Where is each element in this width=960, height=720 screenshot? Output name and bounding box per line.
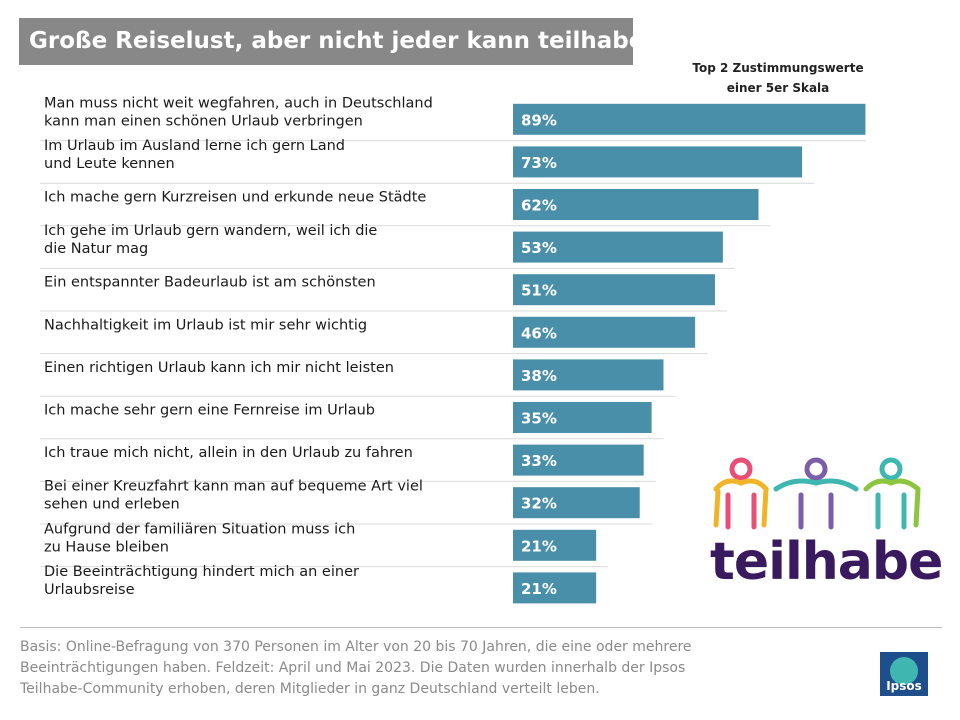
bar [513, 231, 723, 263]
category-label: Man muss nicht weit wegfahren, auch in D… [44, 95, 433, 129]
category-label: Ich mache sehr gern eine Fernreise im Ur… [44, 403, 375, 419]
bar-value-label: 35% [521, 410, 557, 428]
category-label: Ich gehe im Urlaub gern wandern, weil ic… [44, 223, 377, 257]
bar-value-label: 51% [521, 282, 557, 300]
bar [513, 103, 866, 135]
bar [513, 359, 664, 391]
category-label: Nachhaltigkeit im Urlaub ist mir sehr wi… [44, 317, 367, 333]
footer-line-2: Beeinträchtigungen haben. Feldzeit: Apri… [20, 660, 686, 676]
logo-text: teilhabe [710, 532, 943, 592]
footer-note: Basis: Online-Befragung von 370 Personen… [20, 637, 840, 700]
bar-value-label: 53% [521, 239, 557, 257]
chart-title: Große Reiselust, aber nicht jeder kann t… [19, 18, 633, 65]
scale-note: Top 2 Zustimmungswerte einer 5er Skala [678, 58, 878, 98]
bar [513, 274, 715, 306]
scale-note-line-1: Top 2 Zustimmungswerte [692, 61, 864, 75]
bar-value-label: 38% [521, 367, 557, 385]
bar [513, 189, 759, 220]
ipsos-logo-text: Ipsos [886, 679, 922, 693]
category-label: Ich traue mich nicht, allein in den Urla… [44, 445, 413, 461]
bar [513, 487, 640, 519]
category-label: Einen richtigen Urlaub kann ich mir nich… [44, 360, 394, 376]
bar [513, 402, 652, 433]
category-label: Im Urlaub im Ausland lerne ich gern Land… [44, 138, 345, 172]
category-label: Ein entspannter Badeurlaub ist am schöns… [44, 275, 376, 291]
bar-value-label: 33% [521, 452, 557, 470]
footer-line-1: Basis: Online-Befragung von 370 Personen… [20, 639, 692, 655]
ipsos-logo: Ipsos [880, 652, 928, 696]
category-label: Bei einer Kreuzfahrt kann man auf bequem… [44, 479, 423, 513]
bar-value-label: 21% [521, 537, 557, 555]
bar [513, 444, 644, 476]
bar-value-label: 21% [521, 580, 557, 598]
category-label: Ich mache gern Kurzreisen und erkunde ne… [44, 190, 426, 206]
footer-divider [20, 627, 942, 628]
bar [513, 146, 803, 178]
bar-value-label: 46% [521, 324, 557, 342]
bar-value-label: 89% [521, 111, 557, 129]
bar [513, 316, 696, 348]
scale-note-line-2: einer 5er Skala [726, 81, 830, 95]
category-label: Die Beeinträchtigung hindert mich an ein… [44, 564, 359, 598]
category-label: Aufgrund der familiären Situation muss i… [44, 521, 355, 555]
bar-chart: Man muss nicht weit wegfahren, auch in D… [40, 95, 866, 604]
bar-value-label: 32% [521, 495, 557, 513]
bar-value-label: 73% [521, 154, 557, 172]
bar [513, 572, 597, 604]
bar-value-label: 62% [521, 197, 557, 215]
footer-line-3: Teilhabe-Community erhoben, deren Mitgli… [20, 681, 600, 697]
teilhabe-logo-icon [713, 457, 921, 530]
bar [513, 529, 597, 561]
